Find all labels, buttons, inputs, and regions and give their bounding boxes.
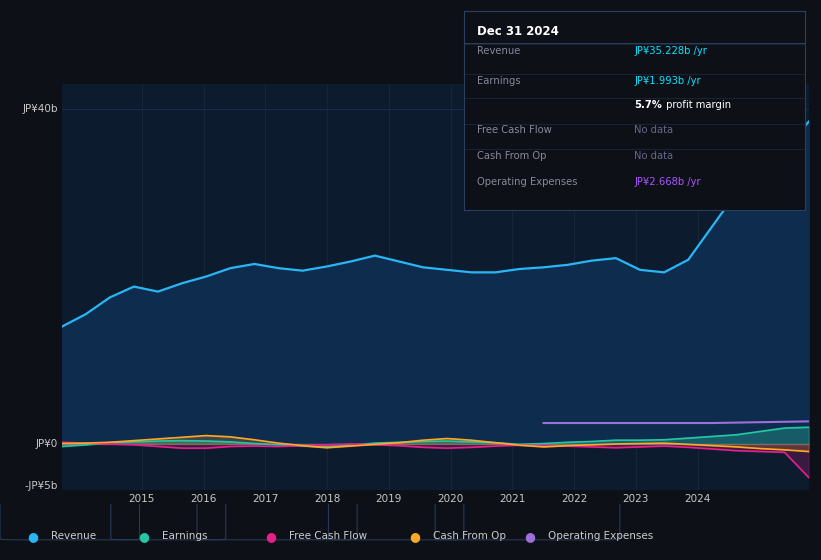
Text: Operating Expenses: Operating Expenses <box>548 531 653 542</box>
Text: 2016: 2016 <box>190 494 217 504</box>
Text: ●: ● <box>27 530 39 543</box>
Text: ●: ● <box>409 530 420 543</box>
Text: 2019: 2019 <box>376 494 402 504</box>
Text: Revenue: Revenue <box>478 46 521 56</box>
Text: JP¥0: JP¥0 <box>35 439 57 449</box>
Text: ●: ● <box>265 530 277 543</box>
Text: Free Cash Flow: Free Cash Flow <box>478 125 553 136</box>
Text: JP¥35.228b /yr: JP¥35.228b /yr <box>635 46 707 56</box>
Text: profit margin: profit margin <box>663 100 732 110</box>
Text: JP¥2.668b /yr: JP¥2.668b /yr <box>635 177 701 187</box>
Text: ●: ● <box>524 530 535 543</box>
Text: 5.7%: 5.7% <box>635 100 662 110</box>
Text: 2024: 2024 <box>685 494 711 504</box>
Text: 2021: 2021 <box>499 494 525 504</box>
Text: No data: No data <box>635 151 673 161</box>
Text: Earnings: Earnings <box>478 76 521 86</box>
Text: Cash From Op: Cash From Op <box>478 151 547 161</box>
Text: JP¥40b: JP¥40b <box>22 104 57 114</box>
Text: -JP¥5b: -JP¥5b <box>25 481 57 491</box>
Text: 2015: 2015 <box>129 494 155 504</box>
Text: Free Cash Flow: Free Cash Flow <box>289 531 367 542</box>
Text: Dec 31 2024: Dec 31 2024 <box>478 25 559 38</box>
Text: Revenue: Revenue <box>51 531 96 542</box>
Text: JP¥1.993b /yr: JP¥1.993b /yr <box>635 76 701 86</box>
Text: Cash From Op: Cash From Op <box>433 531 506 542</box>
Text: No data: No data <box>635 125 673 136</box>
Text: 2022: 2022 <box>561 494 587 504</box>
Text: ●: ● <box>138 530 149 543</box>
Text: Operating Expenses: Operating Expenses <box>478 177 578 187</box>
Text: 2018: 2018 <box>314 494 340 504</box>
Text: 2017: 2017 <box>252 494 278 504</box>
Text: 2023: 2023 <box>622 494 649 504</box>
Text: Earnings: Earnings <box>162 531 207 542</box>
Text: 2020: 2020 <box>438 494 464 504</box>
